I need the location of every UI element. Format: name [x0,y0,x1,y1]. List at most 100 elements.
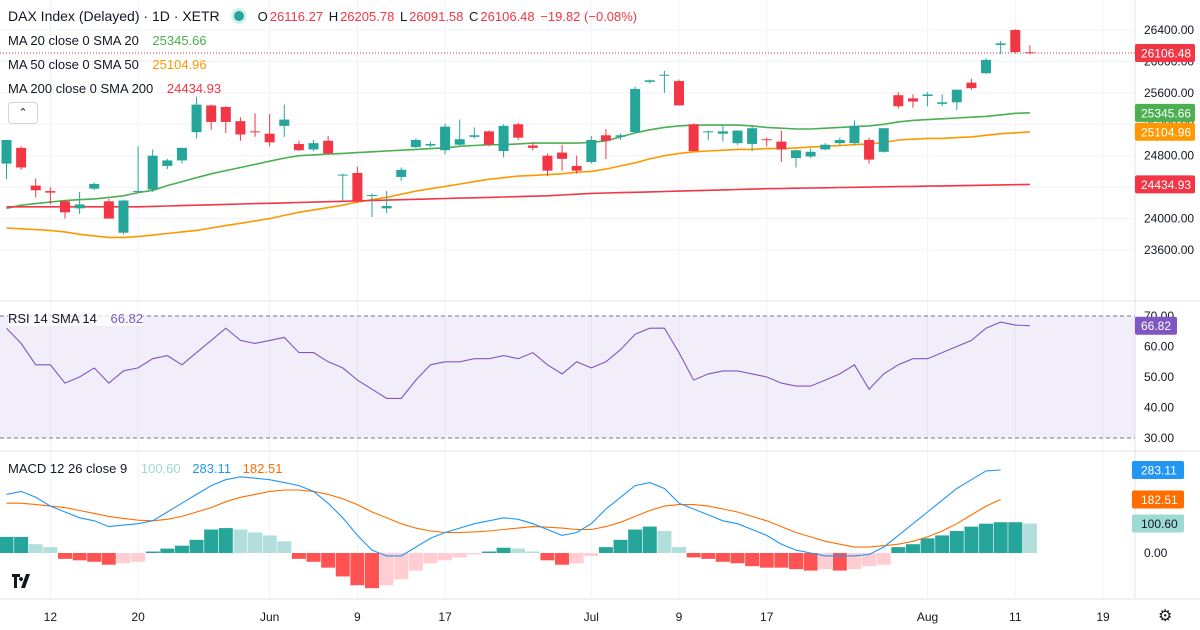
candle [674,79,685,106]
time-axis-tick: 9 [354,610,361,624]
ma50-legend[interactable]: MA 50 close 0 SMA 50 25104.96 [8,57,207,72]
candle [220,106,231,133]
macd-histogram-bar [321,553,336,568]
gear-icon[interactable]: ⚙ [1158,608,1173,625]
candle-body [264,133,275,143]
title-separator-1: · [139,8,152,24]
candle [644,79,655,84]
rsi-legend[interactable]: RSI 14 SMA 14 66.82 [8,311,144,326]
candle [133,146,144,194]
macd-histogram-bar [306,553,321,562]
macd-histogram-bar [701,553,716,559]
candle-body [1010,30,1021,52]
candle [527,142,538,151]
candle [45,187,56,205]
macd-value-tag [1132,490,1184,509]
candle [30,178,41,198]
candle-body [659,74,670,76]
macd-axis-tick: 0.00 [1144,546,1168,560]
macd-histogram-bar [481,551,496,553]
macd-histogram-bar [525,551,540,553]
rsi-value: 66.82 [110,311,144,326]
candle-body [703,131,714,133]
macd-signal-value: 182.51 [242,461,283,476]
macd-histogram-bar [174,545,189,553]
macd-histogram-bar [204,529,219,553]
price-axis-tick: 24800.00 [1144,149,1194,163]
price-tag [1135,44,1195,63]
price-axis-tick: 25600.00 [1144,86,1194,100]
macd-histogram-bar [408,553,423,571]
price-axis-tick: 24000.00 [1144,212,1194,226]
tradingview-logo-icon[interactable] [8,566,38,596]
macd-histogram-bar [613,539,628,553]
candle-body [323,140,334,154]
candle [1010,29,1021,54]
candle-body [630,88,641,133]
macd-histogram-bar [218,528,233,553]
macd-histogram-bar [803,553,818,571]
candle-body [966,82,977,89]
candle [498,124,509,158]
candle-body [600,135,611,141]
macd-histogram-bar [496,547,511,553]
candle-body [454,139,465,145]
macd-histogram-bar [920,538,935,553]
candle-body [147,155,158,190]
price-tag-label: 24434.93 [1141,178,1191,192]
candle [410,138,421,148]
time-axis-tick: Jul [584,610,599,624]
candle-body [805,151,816,157]
price-tag [1135,175,1195,194]
low-value: 26091.58 [409,8,464,24]
macd-histogram-bar [788,553,803,570]
macd-histogram-bar [935,535,950,553]
candle-body [337,174,348,176]
candle-body [30,185,41,191]
low-label: L [399,8,408,24]
macd-histogram-bar [862,553,877,567]
candle-body [440,126,451,151]
ma20-legend[interactable]: MA 20 close 0 SMA 20 25345.66 [8,33,207,48]
candle-body [45,191,56,193]
candle-body [981,59,992,74]
macd-legend[interactable]: MACD 12 26 close 9 100.60 283.11 182.51 [8,461,282,476]
interval-label[interactable]: 1D [151,8,170,24]
close-label: C [469,8,479,24]
macd-histogram-bar [715,553,730,562]
ma200-legend[interactable]: MA 200 close 0 SMA 200 24434.93 [8,81,221,96]
candle [732,130,743,145]
price-axis-tick: 23600.00 [1144,243,1194,257]
candle [878,128,889,153]
price-axis-tick: 26400.00 [1144,23,1194,37]
title-separator-2: · [169,8,183,24]
candle-body [644,80,655,82]
macd-histogram-bar [949,531,964,553]
ma50-line [6,131,1030,239]
candle [337,173,348,202]
macd-histogram-bar [0,536,14,553]
candle-body [688,124,699,151]
candle [907,94,918,108]
candle-body [59,201,70,213]
candle [776,130,787,162]
candle [542,153,553,177]
candle-body [352,173,363,201]
candle-body [557,152,568,159]
macd-histogram-bar [262,535,277,553]
time-axis-tick: 20 [131,610,145,624]
candle [600,129,611,159]
collapse-legend-button[interactable]: ⌃ [8,102,38,124]
candle [264,114,275,147]
candle-body [951,89,962,103]
macd-histogram-bar [759,553,774,568]
macd-histogram-bar [555,553,570,565]
macd-histogram-bar [876,553,891,565]
candle-body [133,191,144,193]
candle-body [995,43,1006,45]
macd-histogram-bar [598,547,613,553]
symbol-title[interactable]: DAX Index (Delayed) [8,8,140,24]
candle [176,147,187,164]
macd-line [6,469,1001,557]
